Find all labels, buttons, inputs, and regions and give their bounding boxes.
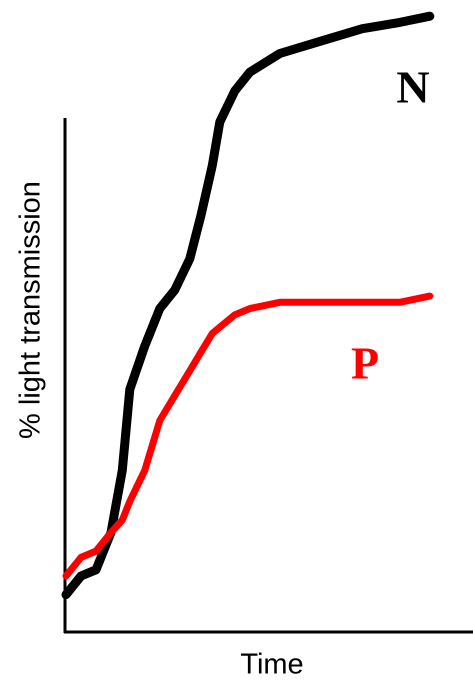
line [62,292,434,580]
x-axis-title: Time [240,649,303,681]
line [61,11,435,600]
series-label: N [396,62,429,113]
y-axis-title: % light transmission [15,181,47,439]
series-label: P [351,338,379,389]
